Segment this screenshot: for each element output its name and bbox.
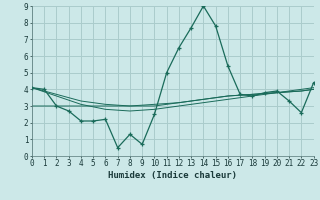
X-axis label: Humidex (Indice chaleur): Humidex (Indice chaleur) xyxy=(108,171,237,180)
